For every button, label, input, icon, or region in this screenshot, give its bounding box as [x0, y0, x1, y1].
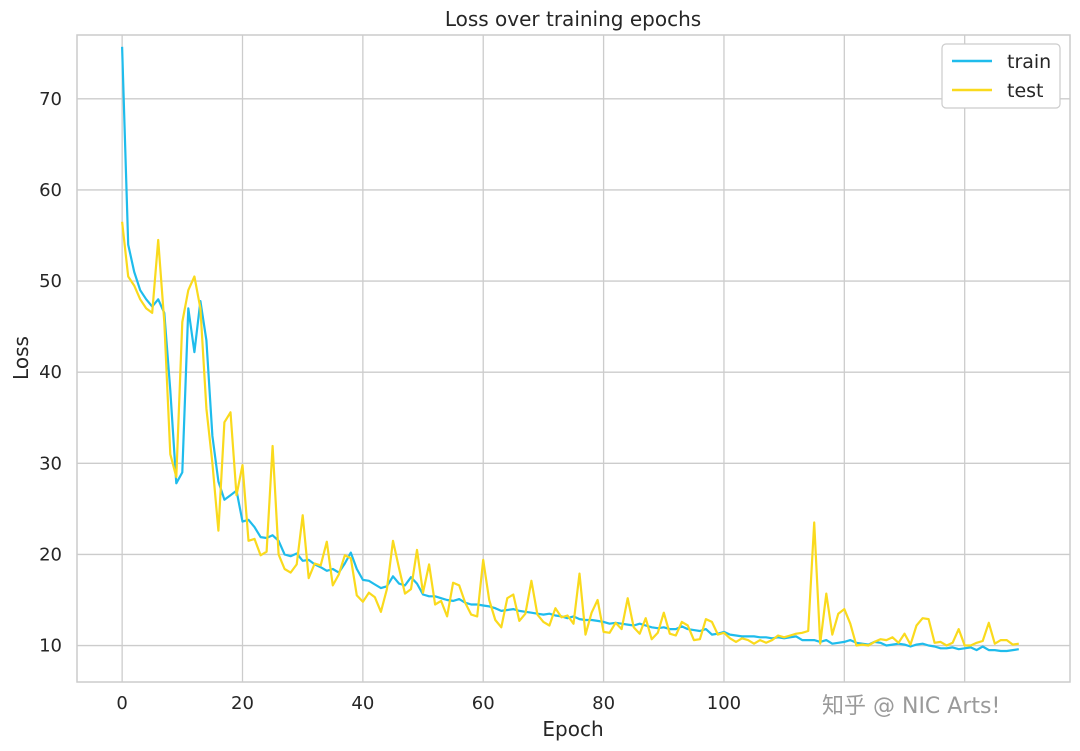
y-tick-label: 50	[39, 271, 62, 292]
y-tick-label: 40	[39, 362, 62, 383]
gridlines	[77, 35, 1070, 682]
x-tick-label: 80	[592, 693, 615, 714]
legend-label-train: train	[1007, 51, 1051, 73]
y-tick-label: 60	[39, 180, 62, 201]
x-tick-label: 20	[231, 693, 254, 714]
x-tick-label: 0	[116, 693, 127, 714]
x-axis-label: Epoch	[542, 717, 603, 741]
legend-label-test: test	[1007, 80, 1044, 102]
y-tick-labels: 10 20 30 40 50 60 70	[39, 89, 62, 657]
y-tick-label: 20	[39, 544, 62, 565]
x-tick-label: 60	[472, 693, 495, 714]
watermark: 知乎 @ NIC Arts!	[822, 694, 1000, 719]
x-tick-label: 100	[707, 693, 741, 714]
chart-title: Loss over training epochs	[445, 7, 701, 31]
x-tick-label: 40	[351, 693, 374, 714]
plot-frame	[76, 34, 1071, 683]
x-tick-labels: 0 20 40 60 80 100	[116, 693, 741, 714]
series-lines	[121, 46, 1019, 653]
series-line-test	[121, 221, 1019, 647]
y-tick-label: 10	[39, 636, 62, 657]
y-tick-label: 30	[39, 453, 62, 474]
y-tick-label: 70	[39, 89, 62, 110]
y-axis-label: Loss	[9, 336, 33, 380]
legend: train test	[941, 43, 1061, 109]
